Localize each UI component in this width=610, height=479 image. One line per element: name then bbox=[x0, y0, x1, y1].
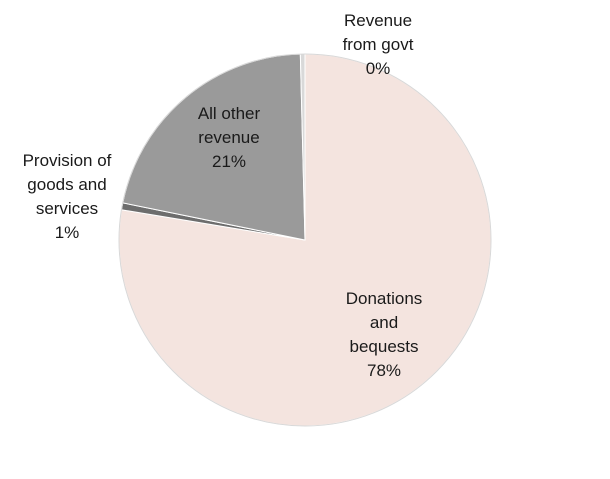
slice-percent-other: 21% bbox=[212, 152, 246, 171]
pie-labels: Donations and bequests 78% Provision of goods… bbox=[23, 11, 423, 380]
slice-label-other: All other revenue 21% bbox=[198, 104, 261, 171]
slice-label-goods: Provision of goods and services 1% bbox=[23, 151, 112, 242]
pie-slices bbox=[118, 53, 492, 427]
slice-label-donations: Donations and bequests 78% bbox=[346, 289, 423, 380]
slice-label-line: Revenue bbox=[344, 11, 412, 30]
slice-label-line: Provision of bbox=[23, 151, 112, 170]
slice-label-line: revenue bbox=[198, 128, 259, 147]
slice-label-line: bequests bbox=[350, 337, 419, 356]
slice-label-line: All other bbox=[198, 104, 261, 123]
slice-label-line: Donations bbox=[346, 289, 423, 308]
slice-label-line: and bbox=[370, 313, 398, 332]
slice-percent-donations: 78% bbox=[367, 361, 401, 380]
slice-percent-govt: 0% bbox=[366, 59, 391, 78]
slice-percent-goods: 1% bbox=[55, 223, 80, 242]
slice-label-line: from govt bbox=[343, 35, 414, 54]
slice-label-govt: Revenue from govt 0% bbox=[343, 11, 414, 78]
slice-label-line: services bbox=[36, 199, 98, 218]
pie-outline bbox=[118, 53, 492, 427]
slice-label-line: goods and bbox=[27, 175, 106, 194]
